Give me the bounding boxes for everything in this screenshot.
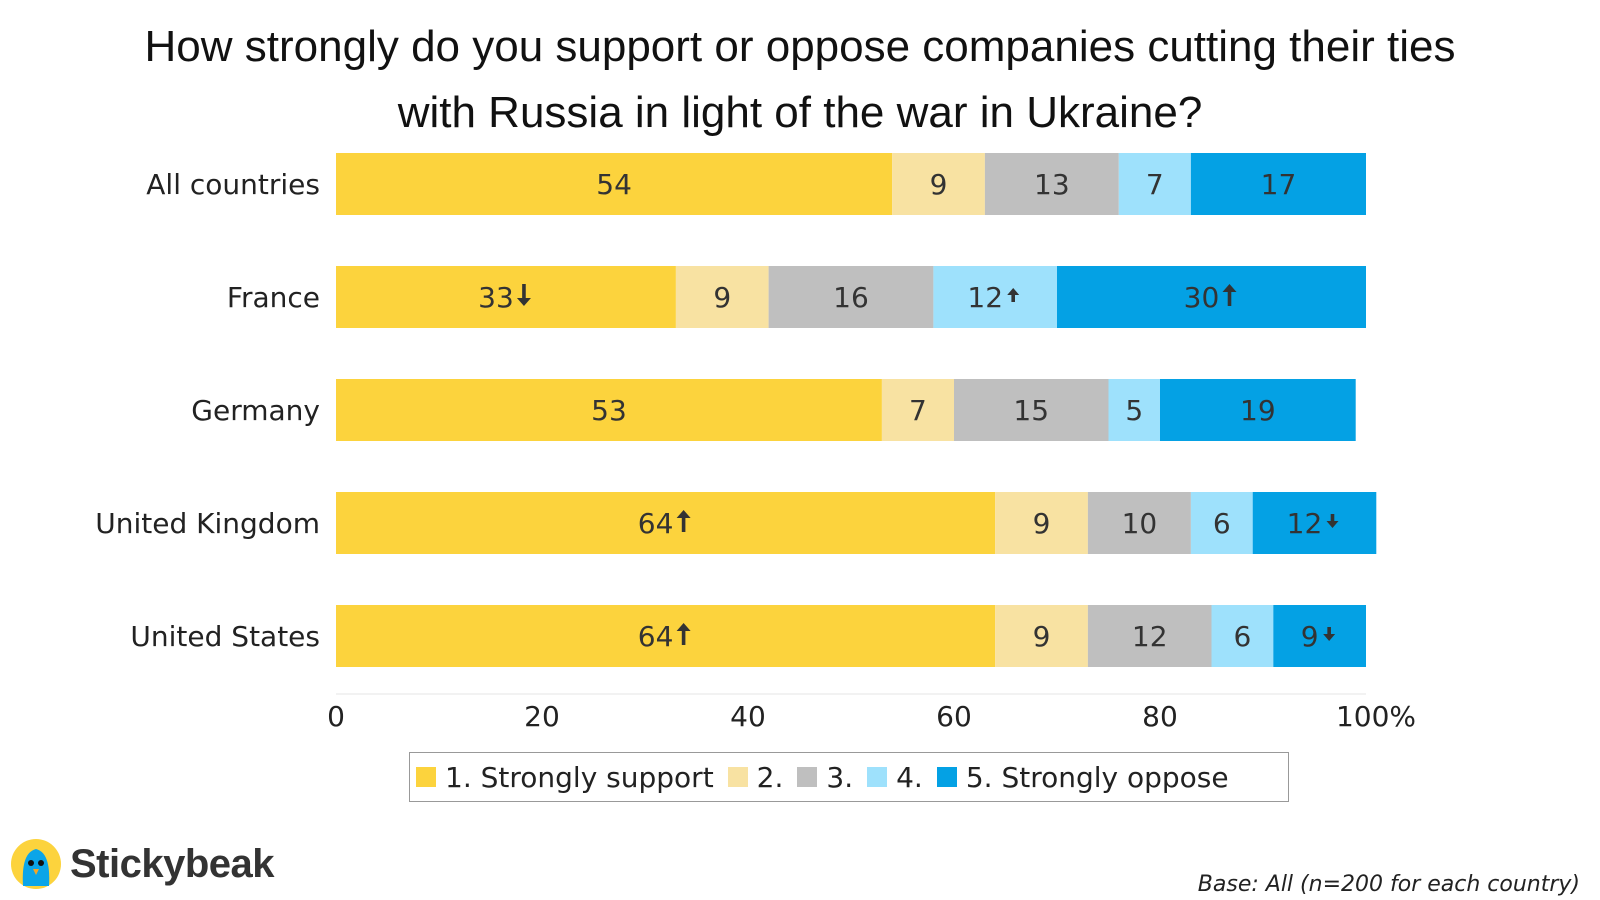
brand-name: Stickybeak [70, 841, 275, 886]
data-label-united-kingdom-5-strongly-oppose: 12 [1287, 507, 1323, 540]
data-label-united-states-2: 9 [1033, 620, 1051, 653]
bar-united-states-1-strongly-support [336, 605, 996, 667]
legend-swatch-2 [727, 767, 748, 787]
data-label-united-kingdom-4: 6 [1213, 507, 1231, 540]
data-label-united-kingdom-3: 10 [1122, 507, 1158, 540]
data-label-germany-5-strongly-oppose: 19 [1240, 394, 1276, 427]
x-tick-label-40: 40 [730, 700, 766, 733]
bar-germany-1-strongly-support [336, 379, 882, 441]
bar-all-countries-4 [1118, 153, 1191, 215]
stickybeak-logo: Stickybeak [10, 838, 275, 890]
trend-arrow-france-1-strongly-support [516, 284, 531, 306]
footnote: Base: All (n=200 for each country) [1197, 872, 1580, 897]
bar-united-kingdom-2 [995, 492, 1088, 554]
legend-label-3: 3. [826, 760, 854, 794]
bar-united-states-4 [1211, 605, 1274, 667]
data-label-united-states-1-strongly-support: 64 [638, 620, 674, 653]
data-label-all-countries-1-strongly-support: 54 [596, 168, 632, 201]
bar-france-4 [933, 266, 1057, 328]
bar-all-countries-3 [984, 153, 1119, 215]
legend-label-4: 4. [896, 760, 923, 794]
data-label-united-states-5-strongly-oppose: 9 [1301, 620, 1319, 653]
data-label-france-3: 16 [833, 281, 869, 314]
bar-united-kingdom-4 [1190, 492, 1253, 554]
legend-swatch-strongly-support [416, 767, 436, 787]
bar-france-1-strongly-support [336, 266, 676, 328]
legend-label-strongly-oppose: 5. Strongly oppose [965, 760, 1229, 794]
data-label-france-4: 12 [967, 281, 1003, 314]
trend-arrow-united-states-1-strongly-support [676, 623, 691, 645]
bar-united-states-5-strongly-oppose [1273, 605, 1366, 667]
data-label-all-countries-2: 9 [930, 168, 948, 201]
legend-item-strongly-support: 1. Strongly support [416, 761, 714, 794]
bar-united-kingdom-3 [1087, 492, 1191, 554]
trend-arrow-united-kingdom-5-strongly-oppose [1326, 514, 1339, 528]
x-tick-label-100: 100% [1336, 700, 1416, 733]
legend-swatch-4 [867, 767, 888, 787]
bar-united-states-3 [1087, 605, 1212, 667]
trend-arrow-france-4 [1007, 288, 1020, 302]
category-label-germany: Germany [191, 394, 320, 427]
legend-item-3: 3. [797, 761, 853, 794]
bar-all-countries-5-strongly-oppose [1190, 153, 1366, 215]
bar-germany-3 [954, 379, 1109, 441]
stacked-bar-chart: All countries 54 9 13 7 17 France 33 9 16 12 30 Germ… [95, 153, 1416, 733]
bar-united-kingdom-5-strongly-oppose [1252, 492, 1377, 554]
trend-arrow-united-kingdom-1-strongly-support [676, 510, 691, 532]
legend-label-2: 2. [756, 760, 784, 794]
data-label-germany-4: 5 [1125, 394, 1143, 427]
chart-legend: 1. Strongly support 2. 3. 4. 5. Strongly… [409, 752, 1289, 802]
data-label-all-countries-4: 7 [1146, 168, 1164, 201]
trend-arrow-united-states-5-strongly-oppose [1323, 627, 1336, 641]
legend-item-strongly-oppose: 5. Strongly oppose [936, 760, 1229, 794]
bar-germany-5-strongly-oppose [1160, 379, 1356, 441]
data-label-united-states-3: 12 [1132, 620, 1168, 653]
x-tick-label-80: 80 [1142, 700, 1178, 733]
legend-swatch-strongly-oppose [936, 767, 957, 787]
data-label-germany-3: 15 [1013, 394, 1049, 427]
bar-france-5-strongly-oppose [1057, 266, 1366, 328]
bar-france-2 [675, 266, 769, 328]
bar-united-states-2 [995, 605, 1088, 667]
x-tick-label-0: 0 [327, 700, 345, 733]
data-label-all-countries-3: 13 [1034, 168, 1070, 201]
legend-swatch-3 [797, 767, 818, 787]
category-label-united-kingdom: United Kingdom [95, 507, 320, 540]
x-tick-label-20: 20 [524, 700, 560, 733]
category-label-united-states: United States [130, 620, 320, 653]
legend-item-4: 4. [867, 761, 923, 794]
legend-item-2: 2. [727, 760, 784, 794]
bar-united-kingdom-1-strongly-support [336, 492, 996, 554]
x-tick-label-60: 60 [936, 700, 972, 733]
bird-icon [11, 839, 61, 889]
data-label-all-countries-5-strongly-oppose: 17 [1261, 168, 1297, 201]
data-label-france-2: 9 [713, 281, 731, 314]
bar-all-countries-2 [892, 153, 985, 215]
trend-arrow-france-5-strongly-oppose [1222, 284, 1237, 306]
chart-title: How strongly do you support or oppose co… [20, 14, 1580, 146]
data-label-france-1-strongly-support: 33 [478, 281, 514, 314]
chart-title-line-1: How strongly do you support or oppose co… [144, 22, 1456, 71]
data-label-united-kingdom-2: 9 [1033, 507, 1051, 540]
category-label-france: France [227, 281, 320, 314]
chart-title-line-2: with Russia in light of the war in Ukrai… [397, 88, 1203, 137]
bar-germany-2 [881, 379, 954, 441]
data-label-germany-2: 7 [909, 394, 927, 427]
bar-france-3 [768, 266, 934, 328]
data-label-france-5-strongly-oppose: 30 [1184, 281, 1220, 314]
category-label-all-countries: All countries [146, 168, 320, 201]
legend-label-strongly-support: 1. Strongly support [445, 760, 714, 794]
bar-all-countries-1-strongly-support [336, 153, 893, 215]
data-label-germany-1-strongly-support: 53 [591, 394, 627, 427]
bar-germany-4 [1108, 379, 1160, 441]
data-label-united-kingdom-1-strongly-support: 64 [638, 507, 674, 540]
data-label-united-states-4: 6 [1233, 620, 1251, 653]
